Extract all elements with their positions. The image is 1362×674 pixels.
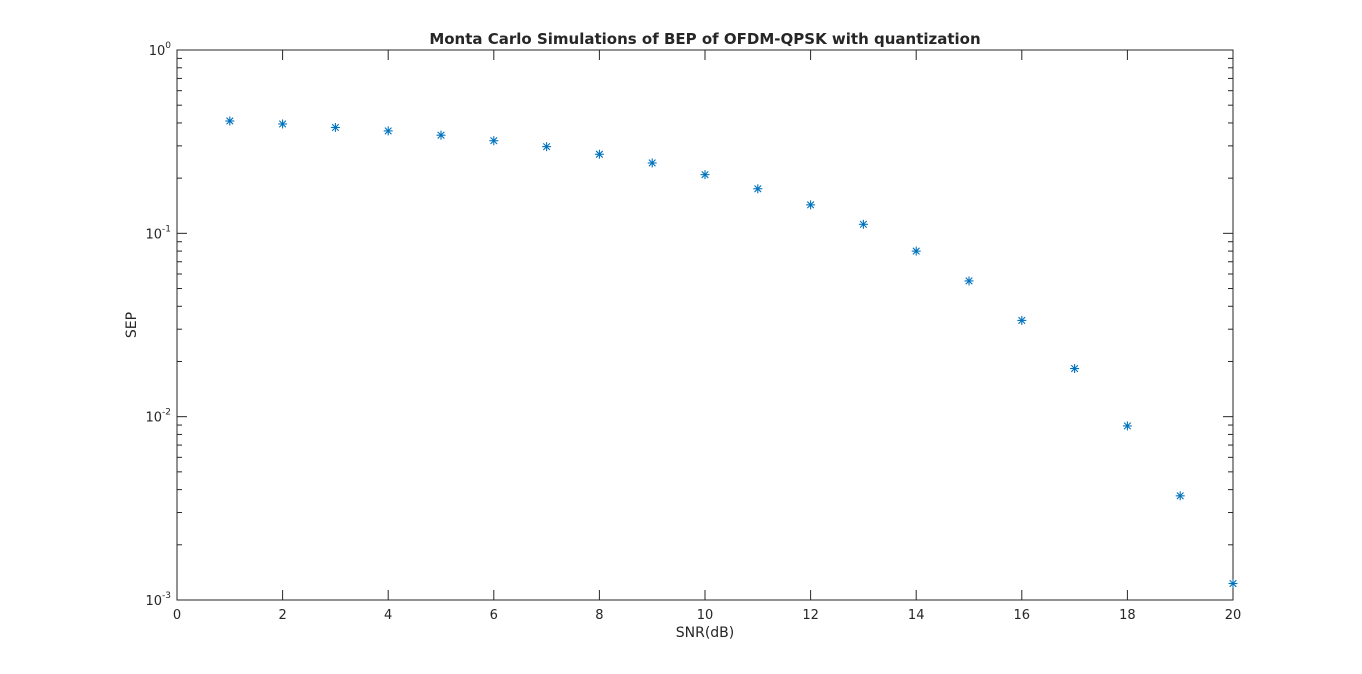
x-tick-label: 6 — [490, 608, 498, 623]
data-point — [964, 276, 974, 286]
data-point — [1175, 491, 1185, 501]
chart-title: Monta Carlo Simulations of BEP of OFDM-Q… — [429, 30, 980, 48]
data-point — [594, 149, 604, 159]
x-tick-label: 16 — [1014, 608, 1031, 623]
data-point — [330, 122, 340, 132]
x-tick-label: 8 — [595, 608, 603, 623]
data-point — [1122, 421, 1132, 431]
data-point — [489, 136, 499, 146]
x-tick-label: 12 — [802, 608, 819, 623]
x-tick-label: 0 — [173, 608, 181, 623]
data-point — [858, 219, 868, 229]
x-axis-label: SNR(dB) — [676, 625, 735, 641]
y-axis-label: SEP — [124, 312, 140, 338]
y-tick-label: 10-2 — [145, 408, 171, 426]
data-point — [436, 130, 446, 140]
data-point — [542, 142, 552, 152]
data-point — [1070, 364, 1080, 374]
axis-ticks — [176, 49, 1234, 601]
tick-labels: 0 2 4 6 8 10 12 14 16 18 20 100 10-1 10-2 10-3 — [145, 41, 1241, 623]
data-points — [225, 116, 1238, 589]
x-tick-label: 18 — [1119, 608, 1136, 623]
x-tick-label: 10 — [697, 608, 714, 623]
y-tick-label: 10-1 — [145, 224, 171, 242]
data-point — [806, 200, 816, 210]
data-point — [647, 158, 657, 168]
x-tick-label: 14 — [908, 608, 925, 623]
data-point — [1228, 579, 1238, 589]
data-point — [1017, 315, 1027, 325]
data-point — [911, 246, 921, 256]
y-tick-label: 10-3 — [145, 591, 171, 609]
data-point — [225, 116, 235, 126]
data-point — [278, 119, 288, 129]
x-tick-label: 4 — [384, 608, 392, 623]
x-tick-label: 2 — [278, 608, 286, 623]
x-tick-label: 20 — [1225, 608, 1242, 623]
y-tick-label: 100 — [149, 41, 172, 59]
data-point — [383, 126, 393, 136]
data-point — [753, 184, 763, 194]
plot-area — [176, 49, 1234, 601]
data-point — [700, 170, 710, 180]
